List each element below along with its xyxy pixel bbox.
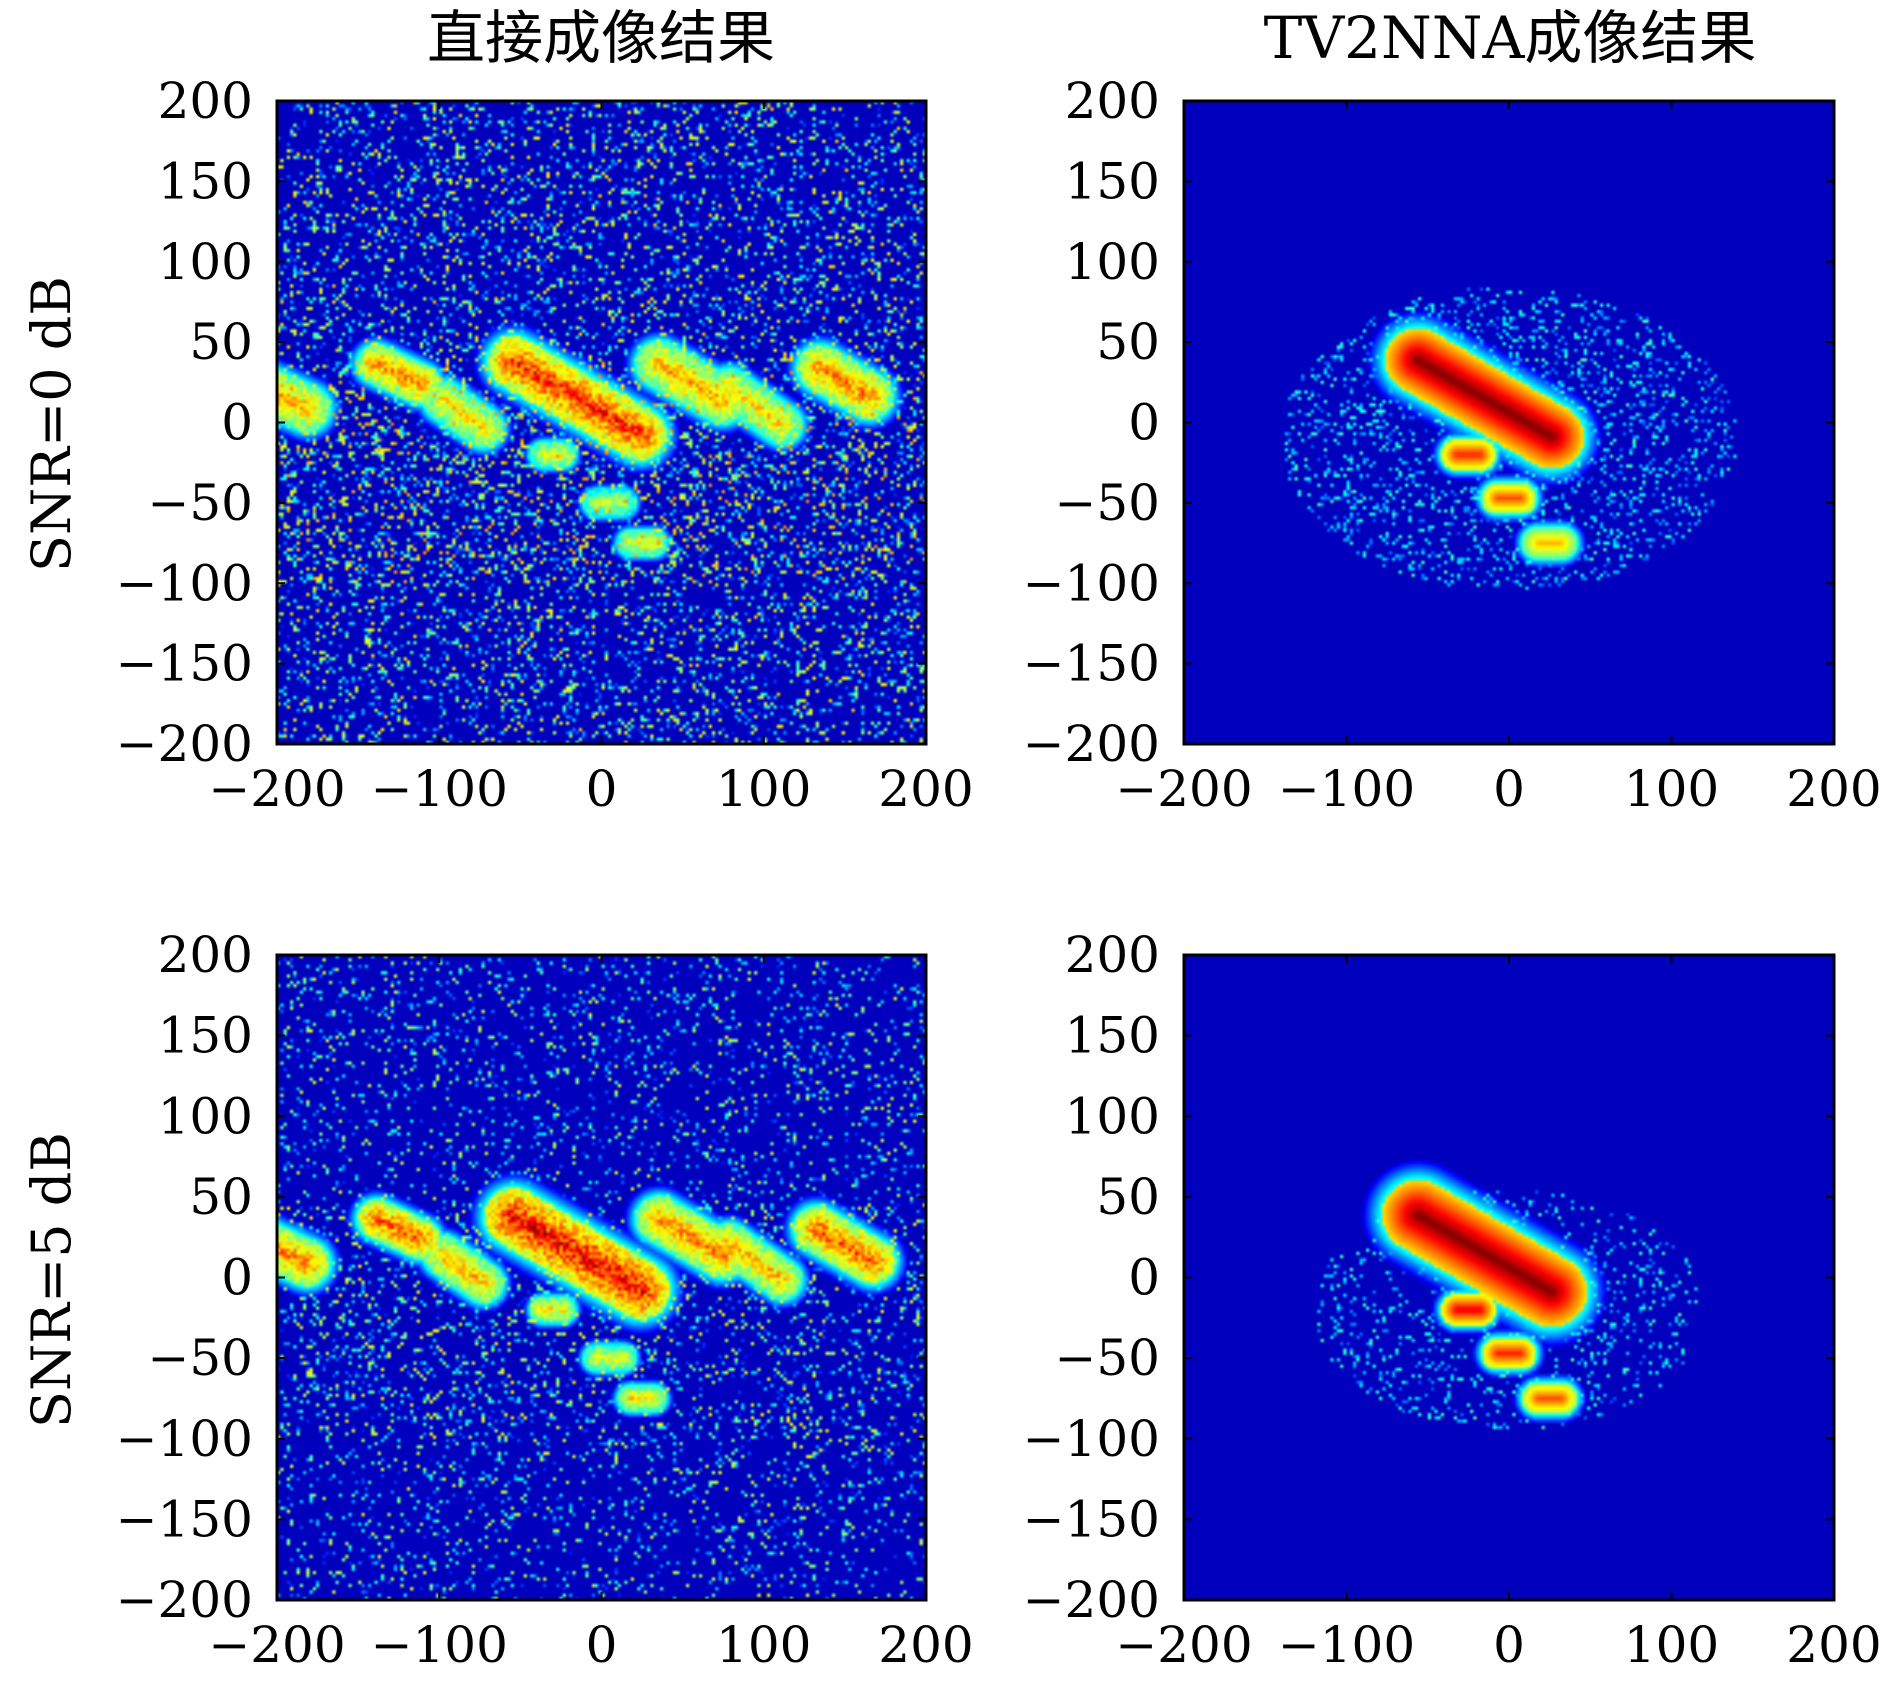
- row-label-top: SNR=0 dB: [20, 276, 83, 572]
- panel-4: −200 −100 0 100 200 200 150 100 50 0 −50 −100 −150 −2…: [1023, 926, 1882, 1674]
- x-tick-label: 100: [1624, 760, 1719, 818]
- y-tick-label: −200: [1023, 715, 1160, 773]
- y-tick-label: 0: [221, 1249, 253, 1307]
- heatmap-image: [277, 101, 926, 744]
- x-tick-label: −200: [1115, 760, 1252, 818]
- row-label-bottom: SNR=5 dB: [20, 1132, 83, 1428]
- x-tick-label: −200: [1115, 1616, 1252, 1674]
- y-tick-label: 0: [1128, 394, 1160, 452]
- y-tick-label: 0: [221, 394, 253, 452]
- x-tick-label: −100: [1278, 1616, 1415, 1674]
- heatmap-image: [277, 955, 926, 1600]
- y-tick-label: 200: [158, 72, 253, 130]
- y-tick-label: 150: [158, 152, 253, 210]
- column-title-left: 直接成像结果: [427, 4, 775, 72]
- heatmap-image: [1184, 101, 1834, 744]
- y-tick-label: 200: [1065, 926, 1160, 984]
- x-tick-label: 100: [716, 1616, 811, 1674]
- y-tick-label: 100: [158, 233, 253, 291]
- y-tick-label: 100: [1065, 1087, 1160, 1145]
- column-title-right: TV2NNA成像结果: [1264, 4, 1757, 72]
- y-tick-label: −200: [116, 1571, 253, 1629]
- y-tick-label: −50: [147, 474, 253, 532]
- y-tick-label: 100: [1065, 233, 1160, 291]
- heatmap-image: [1184, 955, 1834, 1600]
- x-tick-label: 100: [1624, 1616, 1719, 1674]
- y-tick-label: −100: [1023, 1410, 1160, 1468]
- y-tick-label: −100: [116, 554, 253, 612]
- y-tick-label: −150: [1023, 635, 1160, 693]
- y-tick-label: −50: [1054, 1329, 1160, 1387]
- x-tick-label: −200: [208, 760, 345, 818]
- y-tick-label: 200: [1065, 72, 1160, 130]
- x-tick-label: 0: [586, 1616, 618, 1674]
- x-tick-label: 200: [878, 1616, 973, 1674]
- y-tick-label: −50: [147, 1329, 253, 1387]
- panel-2: −200 −100 0 100 200 200 150 100 50 0 −50 −100 −150 −2…: [1023, 72, 1882, 818]
- y-tick-label: −50: [1054, 474, 1160, 532]
- y-tick-label: 100: [158, 1087, 253, 1145]
- y-tick-label: 150: [1065, 152, 1160, 210]
- y-tick-label: 50: [189, 1168, 253, 1226]
- y-tick-label: −150: [116, 635, 253, 693]
- y-tick-label: 0: [1128, 1249, 1160, 1307]
- y-tick-label: 200: [158, 926, 253, 984]
- x-tick-label: −100: [371, 1616, 508, 1674]
- x-tick-label: 200: [878, 760, 973, 818]
- x-tick-label: 200: [1786, 760, 1881, 818]
- x-tick-label: 0: [586, 760, 618, 818]
- y-tick-label: −150: [1023, 1490, 1160, 1548]
- x-tick-label: 200: [1786, 1616, 1881, 1674]
- x-tick-label: 0: [1493, 1616, 1525, 1674]
- y-tick-label: 50: [1096, 313, 1160, 371]
- y-tick-label: 150: [1065, 1007, 1160, 1065]
- x-tick-label: −200: [208, 1616, 345, 1674]
- y-tick-label: 50: [1096, 1168, 1160, 1226]
- panel-3: −200 −100 0 100 200 200 150 100 50 0 −50 −100 −150 −2…: [116, 926, 974, 1674]
- x-tick-label: 0: [1493, 760, 1525, 818]
- x-tick-label: −100: [1278, 760, 1415, 818]
- x-tick-label: −100: [371, 760, 508, 818]
- y-tick-label: 50: [189, 313, 253, 371]
- x-tick-label: 100: [716, 760, 811, 818]
- panels: −200 −100 0 100 200 200 150 100 50 0 −50 −100 −150 −2…: [116, 72, 1882, 1674]
- panel-1: −200 −100 0 100 200 200 150 100 50 0 −50 −100 −150 −2…: [116, 72, 974, 818]
- y-tick-label: −100: [116, 1410, 253, 1468]
- y-tick-label: −200: [1023, 1571, 1160, 1629]
- y-tick-label: −150: [116, 1490, 253, 1548]
- y-tick-label: 150: [158, 1007, 253, 1065]
- y-tick-label: −100: [1023, 554, 1160, 612]
- y-tick-label: −200: [116, 715, 253, 773]
